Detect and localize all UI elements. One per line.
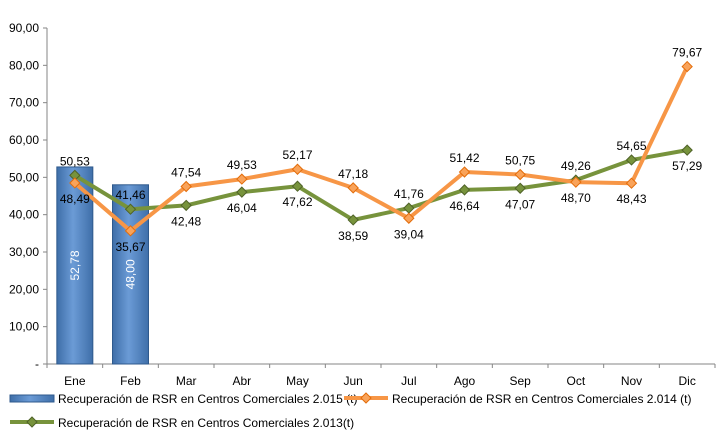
x-tick-label: Ene (64, 374, 86, 388)
series-2014-data-label: 51,42 (449, 151, 479, 165)
y-tick-label: 50,00 (9, 170, 39, 184)
x-tick-label: May (286, 374, 309, 388)
series-2014-data-label: 50,75 (505, 154, 535, 168)
series-2013-marker (681, 144, 693, 156)
y-tick-label: 80,00 (9, 58, 39, 72)
x-tick-label: Dic (678, 374, 695, 388)
y-tick-label: 40,00 (9, 208, 39, 222)
series-2014-marker (625, 177, 638, 189)
x-tick-label: Sep (509, 374, 531, 388)
series-2014-marker (570, 176, 582, 188)
x-tick-label: Mar (176, 374, 197, 388)
x-axis-tick-labels: Ene Feb Mar Abr May Jun Jul Ago Sep Oct Nov Dic (64, 374, 696, 388)
data-labels: 52,78 48,00 48,49 35,67 47,54 49,53 52,17 47,18… (60, 46, 703, 290)
y-tick-label: - (35, 357, 39, 371)
series-2014-data-label: 49,53 (227, 158, 257, 172)
bar-data-label: 52,78 (68, 250, 82, 280)
series-2013-data-label: 46,64 (449, 199, 479, 213)
series-2014-marker (180, 180, 192, 193)
series-2013-data-label: 47,62 (282, 195, 312, 209)
y-tick-label: 30,00 (9, 245, 39, 259)
line-series (69, 60, 693, 237)
x-tick-label: Abr (232, 374, 251, 388)
series-2013-marker (514, 182, 526, 194)
axes (43, 27, 716, 368)
series-2013-marker (403, 202, 415, 214)
series-2013-marker (458, 184, 471, 196)
x-tick-label: Jul (401, 374, 416, 388)
series-2014-marker (291, 163, 304, 175)
series-2013-data-label: 38,59 (338, 229, 368, 243)
x-tick-label: Oct (566, 374, 585, 388)
series-2013-data-label: 47,07 (505, 197, 535, 211)
series-2014-marker (347, 182, 359, 194)
series-2013-marker (180, 199, 192, 212)
series-2014-data-label: 39,04 (394, 227, 424, 241)
legend-swatch-2015 (9, 394, 55, 403)
series-2014-marker (403, 212, 415, 224)
series-2013-data-label: 46,04 (227, 201, 257, 215)
series-2014-data-label: 79,67 (672, 46, 702, 60)
legend: Recuperación de RSR en Centros Comercial… (9, 392, 691, 430)
legend-label-2014: Recuperación de RSR en Centros Comercial… (392, 392, 691, 406)
series-2014-data-label: 47,18 (338, 167, 368, 181)
series-2014-marker (69, 177, 81, 189)
y-tick-label: 10,00 (9, 320, 39, 334)
series-2013-data-label: 41,46 (115, 188, 145, 202)
series-2014-line (73, 65, 689, 233)
series-2014-marker (236, 173, 248, 185)
legend-label-2015: Recuperación de RSR en Centros Comercial… (58, 392, 357, 406)
series-2014-data-label: 52,17 (282, 148, 312, 162)
series-2014-marker (124, 225, 137, 237)
series-2014-marker (514, 168, 526, 181)
series-2013-data-label: 57,29 (672, 159, 702, 173)
series-2014-data-label: 47,54 (171, 166, 201, 180)
series-2013-data-label: 50,53 (60, 154, 90, 168)
series-2013-marker (124, 203, 137, 215)
x-tick-label: Jun (343, 374, 362, 388)
bar-data-label: 48,00 (124, 259, 138, 289)
series-2013-marker (291, 180, 304, 192)
y-tick-label: 20,00 (9, 282, 39, 296)
y-tick-label: 70,00 (9, 96, 39, 110)
series-2014-data-label: 48,49 (60, 192, 90, 206)
series-2013-marker (236, 186, 248, 198)
x-tick-label: Ago (454, 374, 476, 388)
series-2014-data-label: 48,70 (561, 191, 591, 205)
x-tick-label: Nov (621, 374, 642, 388)
series-2014-marker (681, 60, 693, 73)
series-2013-data-label: 49,26 (561, 159, 591, 173)
series-2013-marker (625, 154, 638, 166)
legend-marker-2014 (360, 392, 372, 404)
series-2013-data-label: 42,48 (171, 214, 201, 228)
y-tick-label: 60,00 (9, 133, 39, 147)
series-2013-data-label: 54,65 (616, 139, 646, 153)
series-2013-data-label: 41,76 (394, 187, 424, 201)
y-axis-tick-labels: - 10,00 20,00 30,00 40,00 50,00 60,00 70,00 80,0… (9, 21, 39, 371)
series-2013-line (73, 148, 688, 222)
series-2013-marker (347, 214, 359, 226)
legend-label-2013: Recuperación de RSR en Centros Comercial… (58, 416, 354, 430)
x-tick-label: Feb (120, 374, 141, 388)
series-2014-data-label: 35,67 (115, 240, 145, 254)
series-2014-data-label: 48,43 (616, 192, 646, 206)
legend-marker-2013 (26, 416, 38, 428)
bar (56, 166, 94, 365)
series-2014-marker (458, 166, 471, 178)
y-tick-label: 90,00 (9, 21, 39, 35)
